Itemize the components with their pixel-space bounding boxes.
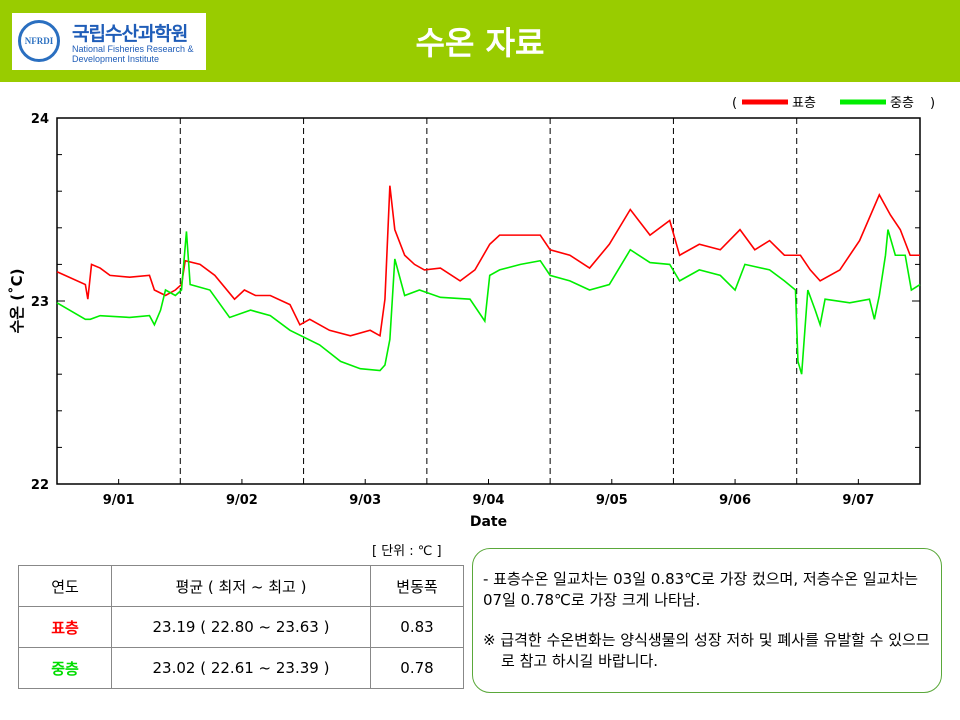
- y-tick-label: 24: [31, 112, 49, 127]
- row-range: 0.78: [370, 647, 464, 689]
- x-axis-label: Date: [470, 514, 507, 530]
- note-box: - 표층수온 일교차는 03일 0.83℃로 가장 컸으며, 저층수온 일교차는…: [472, 548, 942, 693]
- logo-english-name: National Fisheries Research & Development…: [72, 44, 194, 64]
- x-tick-label: 9/07: [842, 493, 874, 508]
- x-tick-label: 9/04: [473, 493, 505, 508]
- legend-label: 표층: [792, 96, 816, 111]
- row-value: 23.02 ( 22.61 ~ 23.39 ): [111, 647, 371, 689]
- table-row: 중층 23.02 ( 22.61 ~ 23.39 ) 0.78: [18, 647, 464, 689]
- x-tick-label: 9/05: [596, 493, 628, 508]
- seal-icon: NFRDI: [18, 20, 60, 62]
- row-label: 표층: [18, 606, 112, 648]
- legend-open: (: [732, 96, 737, 111]
- nfrdi-logo: NFRDI 국립수산과학원 National Fisheries Researc…: [12, 13, 206, 70]
- row-value: 23.19 ( 22.80 ~ 23.63 ): [111, 606, 371, 648]
- y-tick-label: 23: [31, 295, 49, 310]
- x-tick-label: 9/06: [719, 493, 751, 508]
- x-tick-label: 9/01: [103, 493, 135, 508]
- page-title: 수온 자료: [415, 24, 545, 62]
- legend-close: ): [930, 96, 935, 111]
- header-cell: 변동폭: [370, 565, 464, 607]
- summary-table: 연도 평균 ( 최저 ~ 최고 ) 변동폭 표층 23.19 ( 22.80 ~…: [18, 565, 464, 689]
- unit-label: [ 단위 : ℃ ]: [372, 544, 442, 559]
- row-range: 0.83: [370, 606, 464, 648]
- x-tick-label: 9/02: [226, 493, 258, 508]
- header-cell: 평균 ( 최저 ~ 최고 ): [111, 565, 371, 607]
- y-axis-label: 수온 (˚C): [8, 268, 26, 333]
- header-bar: NFRDI 국립수산과학원 National Fisheries Researc…: [0, 0, 960, 82]
- plot-frame: [56, 117, 921, 485]
- logo-korean-name: 국립수산과학원: [72, 23, 188, 45]
- series-line-중층: [56, 229, 921, 375]
- note-warning: ※ 급격한 수온변화는 양식생물의 성장 저하 및 폐사를 유발할 수 있으므로…: [483, 631, 930, 670]
- header-cell: 연도: [18, 565, 112, 607]
- x-tick-label: 9/03: [349, 493, 381, 508]
- note-line: - 표층수온 일교차는 03일 0.83℃로 가장 컸으며, 저층수온 일교차는…: [483, 570, 919, 609]
- table-row: 표층 23.19 ( 22.80 ~ 23.63 ) 0.83: [18, 606, 464, 648]
- y-tick-label: 22: [31, 478, 49, 493]
- temperature-chart: 22 23 24 9/01 9/02 9/03 9/04 9/05 9/06 9/07 Date 수온…: [8, 96, 935, 530]
- legend-label: 중층: [890, 96, 914, 111]
- row-label: 중층: [18, 647, 112, 689]
- series-line-표층: [56, 185, 920, 338]
- table-header-row: 연도 평균 ( 최저 ~ 최고 ) 변동폭: [18, 565, 464, 607]
